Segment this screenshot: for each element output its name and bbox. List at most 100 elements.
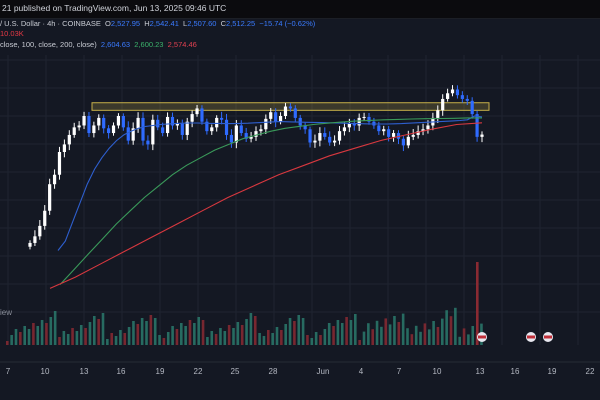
candle-body [185, 121, 189, 135]
volume-bar [240, 325, 244, 345]
candle-body [111, 125, 116, 134]
candle-body [293, 108, 297, 118]
volume-bar [388, 324, 392, 345]
x-tick-label: 28 [269, 367, 278, 376]
change-value: −15.74 (−0.62%) [259, 19, 316, 28]
volume-bar [245, 319, 248, 345]
candle-body [151, 119, 155, 145]
tradingview-watermark: iew [0, 308, 13, 317]
volume-bar [162, 338, 166, 345]
x-tick-label: 16 [511, 367, 520, 376]
candle-body [121, 116, 125, 128]
volume-bar [371, 329, 374, 345]
volume-bar [23, 326, 26, 345]
candle-body [180, 123, 184, 135]
volume-bar [340, 323, 344, 345]
volume-bar [267, 330, 270, 345]
volume-bar [106, 339, 109, 345]
candle-body [210, 127, 214, 132]
ma-short-value: 2,604.63 [100, 40, 131, 49]
candle-body [450, 89, 455, 94]
volume-bar [401, 313, 405, 345]
candle-body [362, 116, 366, 118]
volume-bar [445, 310, 448, 345]
volume-bar [75, 331, 79, 345]
volume-bar [314, 332, 318, 345]
candle-body [195, 108, 199, 115]
candle-body [460, 95, 464, 99]
volume-bar [410, 334, 414, 345]
candle-body [303, 125, 307, 130]
candle-body [411, 134, 415, 137]
volume-bar [166, 332, 170, 345]
volume-bar [327, 323, 331, 345]
volume-bar [462, 328, 466, 345]
volume-bar [458, 336, 461, 345]
x-tick-label: Jun [317, 367, 330, 376]
candle-body [136, 117, 140, 129]
candle-body [313, 140, 317, 143]
volume-bar [93, 316, 96, 345]
volume-bar [19, 332, 22, 345]
candle-body [43, 210, 47, 226]
x-tick-label: 10 [433, 367, 442, 376]
candle-body [215, 117, 219, 128]
candle-body [406, 136, 410, 146]
candle-body [387, 129, 391, 137]
candle-body [107, 128, 111, 134]
candle-body [367, 116, 371, 122]
volume-bar [262, 336, 266, 345]
volume-bar [206, 337, 209, 345]
volume-bar [454, 307, 457, 345]
candle-body [288, 106, 292, 109]
volume-bar [45, 323, 48, 345]
volume-bar [249, 313, 253, 345]
volume-bar [284, 324, 287, 345]
symbol-legend: / U.S. Dollar · 4h · COINBASE O2,527.95 … [0, 19, 316, 28]
open-value: 2,527.95 [110, 19, 141, 28]
volume-bar [175, 329, 179, 345]
candle-body [131, 128, 135, 141]
candle-body [200, 108, 204, 122]
candle-body [28, 242, 32, 247]
candle-body [38, 225, 42, 237]
candle-body [401, 138, 405, 146]
candle-body [308, 129, 312, 143]
volume-bar [349, 320, 353, 345]
volume-bar [71, 328, 74, 345]
volume-bar [345, 317, 348, 345]
candle-body [57, 152, 62, 175]
volume-bar [271, 333, 274, 345]
candle-body [67, 134, 71, 145]
x-tick-label: 25 [231, 367, 240, 376]
volume-bar [184, 326, 187, 345]
x-tick-label: 7 [6, 367, 11, 376]
candle-body [278, 116, 283, 122]
volume-bar [140, 318, 144, 345]
candle-body [52, 174, 57, 185]
candle-body [480, 134, 484, 137]
volume-bar [297, 315, 301, 345]
candle-body [269, 112, 273, 119]
candle-body [357, 117, 361, 126]
volume-bar [201, 320, 205, 345]
x-tick-label: 4 [359, 367, 364, 376]
candle-body [382, 129, 386, 132]
volume-bar [84, 328, 87, 345]
candle-body [470, 100, 474, 115]
candle-body [352, 123, 356, 126]
volume-bar [319, 335, 322, 345]
candle-body [475, 114, 479, 137]
volume-bar [53, 311, 57, 345]
candle-body [446, 93, 450, 99]
publish-bar: 21 published on TradingView.com, Jun 13,… [0, 0, 600, 19]
volume-bar [384, 318, 388, 345]
volume-bar [66, 334, 70, 345]
x-tick-label: 22 [586, 367, 595, 376]
volume-bar [193, 323, 196, 345]
candle-body [141, 117, 145, 141]
volume-bar [127, 327, 131, 345]
ma-params: close, 100, close, 200, close) [0, 40, 97, 49]
volume-bar [171, 326, 174, 345]
